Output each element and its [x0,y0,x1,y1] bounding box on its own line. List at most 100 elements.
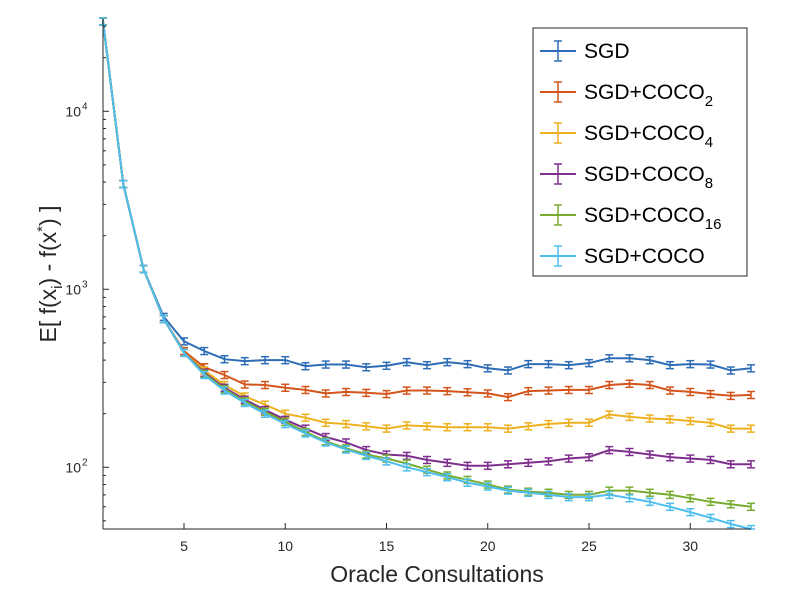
error-bar [625,354,634,363]
error-bar [524,422,533,431]
error-bar [402,357,411,367]
x-tick-label: 10 [277,538,293,554]
error-bar [747,390,755,400]
x-axis-label: Oracle Consultations [330,561,544,587]
error-bar [321,438,330,447]
error-bar [625,412,634,422]
error-bar [544,386,553,395]
error-bar [726,391,735,401]
error-bar [423,455,431,465]
error-bar [564,385,573,395]
error-bar [706,389,715,399]
error-bar [605,445,614,455]
legend-entry: SGD+COCO [540,245,705,268]
error-bar [706,513,715,523]
x-tick-label: 5 [180,538,188,554]
y-tick-label: 10 [65,281,81,297]
x-tick-label: 20 [480,538,496,554]
error-bar [281,355,290,365]
error-bar [564,418,573,428]
error-bar [483,389,492,398]
error-bar [747,460,755,469]
error-bar [564,454,573,463]
error-bar [423,422,431,431]
error-bar [342,360,350,369]
error-bar [747,424,755,433]
error-bar [321,389,330,398]
error-bar [261,380,269,390]
error-bar [645,450,654,459]
y-tick-exponent: 3 [82,279,88,290]
legend-entry: SGD+COCO4 [540,122,713,151]
error-bar [726,500,735,509]
legend-box [532,27,748,277]
y-tick-exponent: 2 [82,457,88,468]
error-bar [402,386,411,395]
error-bar [402,421,411,430]
error-bar [180,348,188,358]
error-bar [726,460,735,469]
error-bar [382,389,391,399]
error-bar [605,410,614,419]
error-bar [463,478,472,487]
error-bar [301,413,310,422]
error-bar [645,380,654,390]
error-bar [645,497,654,507]
error-bar [504,392,512,402]
error-bar [463,461,472,471]
error-bar [301,385,310,395]
error-bar [524,488,533,497]
error-bar [321,360,330,369]
error-bar [483,364,492,373]
error-bar [423,360,431,370]
error-bar [706,360,715,369]
error-bar [605,354,614,363]
y-axis-label: E[ f(xi) - f(x*) ] [34,206,66,343]
error-bar [443,386,452,396]
error-bar [261,409,269,419]
error-bar [220,386,229,395]
error-bar [666,502,674,512]
error-bar [240,380,249,389]
error-bar [261,355,269,365]
error-bar [362,451,371,461]
error-bar [544,359,553,369]
legend-label: SGD [584,40,630,63]
error-bar [443,458,452,468]
error-bar [180,337,188,346]
error-bar [402,463,411,472]
error-bar [666,360,674,370]
error-bar [504,424,512,433]
error-bar [666,452,674,462]
error-bar [645,488,654,497]
error-bar [686,387,695,397]
error-bar [281,419,290,429]
error-bar [706,497,715,507]
legend-label: SGD+COCO16 [584,204,721,233]
error-bar [159,314,168,324]
error-bar [726,366,735,375]
error-bar [666,490,674,500]
error-bar [342,445,350,454]
error-bar [544,457,553,466]
legend-entry: SGD+COCO8 [540,163,713,192]
x-tick-label: 15 [379,538,395,554]
error-bar [706,455,715,465]
error-bar [504,460,512,469]
legend-label: SGD+COCO [584,245,705,268]
legend-label: SGD+COCO2 [584,81,713,110]
error-bar [585,358,593,368]
error-bar [342,387,350,397]
error-bar [645,414,654,423]
error-bar [423,467,431,477]
error-bar [139,264,148,274]
error-bar [463,423,472,432]
legend-label: SGD+COCO4 [584,122,713,151]
error-bar [625,447,634,457]
error-bar [321,418,330,428]
x-tick-label: 25 [581,538,597,554]
legend-entry: SGD+COCO16 [540,204,721,233]
x-tick-label: 30 [682,538,698,554]
error-bar [666,386,674,395]
